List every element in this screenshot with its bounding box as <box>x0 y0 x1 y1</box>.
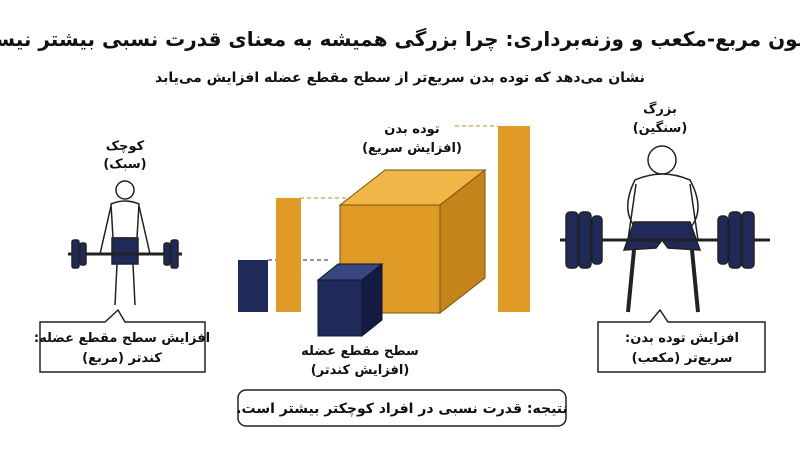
large-note-1: افزایش توده بدن: <box>625 331 739 346</box>
bar-orange <box>276 198 301 312</box>
large-label: بزرگ <box>643 100 677 117</box>
mass-label: توده بدن <box>384 122 439 137</box>
conclusion: نتیجه: قدرت نسبی در افراد کوچکتر بیشتر ا… <box>236 401 568 417</box>
area-label: سطح مقطع عضله <box>301 344 419 359</box>
bar-orange-tall <box>498 126 530 312</box>
large-note-2: سریع‌تر (مکعب) <box>632 351 733 366</box>
large-sublabel: (سنگین) <box>633 120 688 136</box>
conclusion-box <box>237 389 567 427</box>
small-label: کوچک <box>106 139 145 154</box>
large-lifter <box>560 145 770 313</box>
small-note <box>39 308 206 373</box>
bar-navy <box>238 260 268 312</box>
area-sublabel: (افزایش کندتر) <box>311 363 410 378</box>
title: قانون مربع-مکعب و وزنه‌برداری: چرا بزرگی… <box>0 27 800 52</box>
small-note-2: کندتر (مربع) <box>82 351 162 366</box>
large-note <box>597 308 766 373</box>
mass-sublabel: (افزایش سریع) <box>362 141 462 156</box>
subtitle: نشان می‌دهد که توده بدن سریع‌تر از سطح م… <box>155 70 645 86</box>
area-cube <box>316 262 384 338</box>
small-note-1: افزایش سطح مقطع عضله: <box>34 331 210 346</box>
small-sublabel: (سبک) <box>103 157 146 172</box>
bars <box>238 125 530 312</box>
small-lifter <box>68 180 182 306</box>
